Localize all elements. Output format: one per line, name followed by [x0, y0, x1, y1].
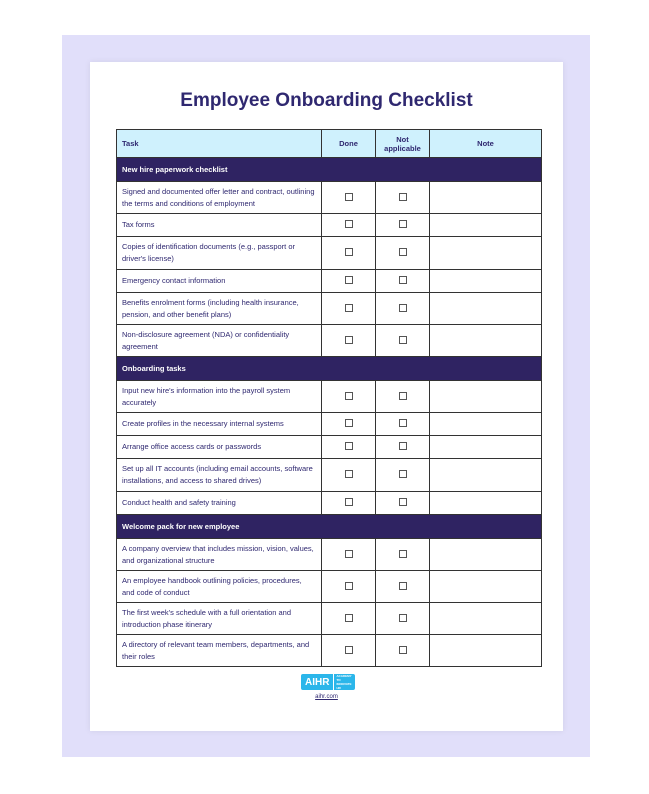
task-text: A company overview that includes mission…	[116, 538, 322, 571]
section-row: New hire paperwork checklist	[116, 157, 542, 182]
done-checkbox[interactable]	[344, 419, 353, 427]
note-cell[interactable]	[429, 324, 542, 357]
table-row: A company overview that includes mission…	[116, 538, 542, 571]
header-na: Not applicable	[375, 129, 430, 158]
done-checkbox[interactable]	[344, 248, 353, 256]
note-cell[interactable]	[429, 491, 542, 515]
table-row: A directory of relevant team members, de…	[116, 634, 542, 667]
task-text: The first week's schedule with a full or…	[116, 602, 322, 635]
section-title: Welcome pack for new employee	[116, 514, 542, 539]
note-cell[interactable]	[429, 634, 542, 667]
document-page: Employee Onboarding Checklist Task Done …	[90, 62, 563, 731]
not-applicable-checkbox[interactable]	[398, 645, 407, 654]
done-checkbox[interactable]	[344, 220, 353, 228]
done-checkbox[interactable]	[344, 303, 353, 312]
task-text: Benefits enrolment forms (including heal…	[116, 292, 322, 325]
done-checkbox[interactable]	[344, 335, 353, 344]
table-row: Benefits enrolment forms (including heal…	[116, 292, 542, 325]
table-row: Arrange office access cards or passwords	[116, 435, 542, 459]
done-checkbox[interactable]	[344, 442, 353, 450]
task-text: Non-disclosure agreement (NDA) or confid…	[116, 324, 322, 357]
task-text: An employee handbook outlining policies,…	[116, 570, 322, 603]
note-cell[interactable]	[429, 181, 542, 214]
done-checkbox[interactable]	[344, 549, 353, 558]
note-cell[interactable]	[429, 570, 542, 603]
not-applicable-checkbox[interactable]	[398, 549, 407, 558]
note-cell[interactable]	[429, 380, 542, 413]
note-cell[interactable]	[429, 269, 542, 293]
table-row: Input new hire's information into the pa…	[116, 380, 542, 413]
done-checkbox[interactable]	[344, 613, 353, 622]
not-applicable-checkbox[interactable]	[398, 391, 407, 400]
section-title: Onboarding tasks	[116, 356, 542, 381]
task-text: Input new hire's information into the pa…	[116, 380, 322, 413]
aihr-logo: AIHR ACADEMY TO INNOVATE HR	[301, 674, 355, 690]
table-row: Copies of identification documents (e.g.…	[116, 236, 542, 270]
section-row: Onboarding tasks	[116, 356, 542, 381]
note-cell[interactable]	[429, 292, 542, 325]
note-cell[interactable]	[429, 538, 542, 571]
header-task: Task	[116, 129, 322, 158]
task-text: Copies of identification documents (e.g.…	[116, 236, 322, 270]
header-note: Note	[429, 129, 542, 158]
note-cell[interactable]	[429, 412, 542, 436]
done-checkbox[interactable]	[344, 192, 353, 201]
task-text: Conduct health and safety training	[116, 491, 322, 515]
note-cell[interactable]	[429, 236, 542, 270]
section-title: New hire paperwork checklist	[116, 157, 542, 182]
done-checkbox[interactable]	[344, 581, 353, 590]
table-row: Emergency contact information	[116, 269, 542, 293]
not-applicable-checkbox[interactable]	[398, 498, 407, 506]
table-row: Tax forms	[116, 213, 542, 237]
note-cell[interactable]	[429, 602, 542, 635]
not-applicable-checkbox[interactable]	[398, 613, 407, 622]
not-applicable-checkbox[interactable]	[398, 248, 407, 256]
done-checkbox[interactable]	[344, 470, 353, 478]
done-checkbox[interactable]	[344, 391, 353, 400]
not-applicable-checkbox[interactable]	[398, 192, 407, 201]
not-applicable-checkbox[interactable]	[398, 220, 407, 228]
not-applicable-checkbox[interactable]	[398, 581, 407, 590]
task-text: A directory of relevant team members, de…	[116, 634, 322, 667]
table-row: Conduct health and safety training	[116, 491, 542, 515]
not-applicable-checkbox[interactable]	[398, 303, 407, 312]
task-text: Signed and documented offer letter and c…	[116, 181, 322, 214]
note-cell[interactable]	[429, 213, 542, 237]
note-cell[interactable]	[429, 458, 542, 492]
table-row: An employee handbook outlining policies,…	[116, 570, 542, 603]
page-title: Employee Onboarding Checklist	[180, 90, 473, 111]
task-text: Set up all IT accounts (including email …	[116, 458, 322, 492]
not-applicable-checkbox[interactable]	[398, 470, 407, 478]
done-checkbox[interactable]	[344, 276, 353, 284]
note-cell[interactable]	[429, 435, 542, 459]
checklist-table: Task Done Not applicable Note New hire p…	[116, 129, 542, 667]
table-row: Create profiles in the necessary interna…	[116, 412, 542, 436]
footer-link[interactable]: aihr.com	[315, 694, 338, 700]
not-applicable-checkbox[interactable]	[398, 419, 407, 427]
task-text: Arrange office access cards or passwords	[116, 435, 322, 459]
header-done: Done	[321, 129, 376, 158]
not-applicable-checkbox[interactable]	[398, 276, 407, 284]
table-row: Non-disclosure agreement (NDA) or confid…	[116, 324, 542, 357]
not-applicable-checkbox[interactable]	[398, 335, 407, 344]
table-row: The first week's schedule with a full or…	[116, 602, 542, 635]
not-applicable-checkbox[interactable]	[398, 442, 407, 450]
done-checkbox[interactable]	[344, 498, 353, 506]
table-row: Signed and documented offer letter and c…	[116, 181, 542, 214]
table-row: Set up all IT accounts (including email …	[116, 458, 542, 492]
done-checkbox[interactable]	[344, 645, 353, 654]
section-row: Welcome pack for new employee	[116, 514, 542, 539]
task-text: Emergency contact information	[116, 269, 322, 293]
task-text: Tax forms	[116, 213, 322, 237]
task-text: Create profiles in the necessary interna…	[116, 412, 322, 436]
